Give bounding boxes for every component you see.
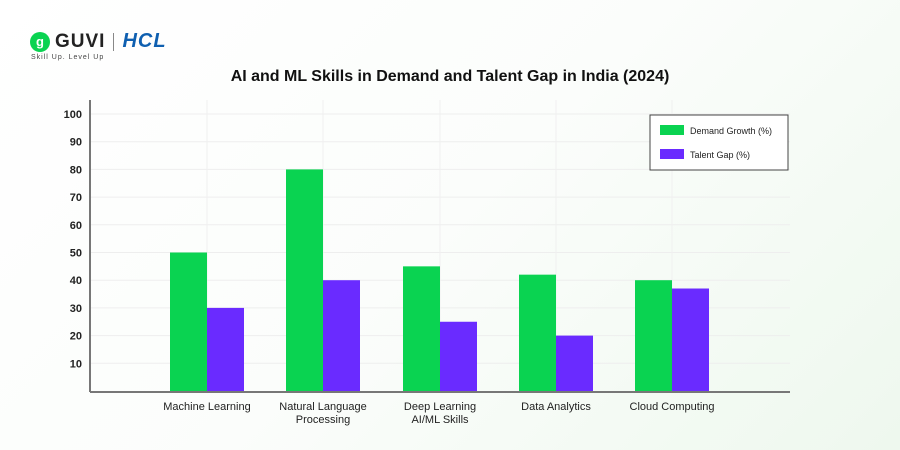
y-tick-label: 30 (70, 303, 82, 315)
y-tick-label: 60 (70, 220, 82, 232)
y-tick-label: 100 (64, 109, 82, 121)
bar-demand (519, 274, 556, 391)
chart-title: AI and ML Skills in Demand and Talent Ga… (230, 68, 670, 85)
y-tick-label: 50 (70, 248, 82, 260)
x-tick-label: Data Analytics (521, 401, 591, 413)
legend-swatch (660, 149, 684, 159)
bar-talent-gap (672, 288, 709, 391)
legend-label: Demand Growth (%) (690, 126, 772, 136)
bar-talent-gap (323, 280, 360, 391)
bar-demand (403, 266, 440, 391)
legend-label: Talent Gap (%) (690, 150, 750, 160)
bar-talent-gap (556, 335, 593, 391)
x-tick-label: Natural Language (279, 401, 366, 413)
y-tick-label: 90 (70, 137, 82, 149)
logo-divider (113, 32, 115, 51)
x-tick-label: Processing (296, 414, 350, 426)
x-tick-label: AI/ML Skills (411, 414, 469, 426)
hcl-wordmark: HCL (122, 30, 167, 52)
guvi-wordmark: GUVI (55, 30, 106, 52)
bar-demand (286, 169, 323, 391)
legend-box (649, 114, 789, 171)
bar-talent-gap (207, 307, 244, 391)
x-tick-label: Machine Learning (163, 401, 250, 413)
y-tick-label: 20 (70, 331, 82, 343)
guvi-hcl-logo: g GUVI HCL (30, 30, 167, 53)
guvi-logo-icon: g (30, 31, 50, 52)
y-tick-label: 80 (70, 164, 82, 176)
bar-demand (170, 252, 207, 391)
bar-talent-gap (440, 321, 477, 391)
x-tick-label: Deep Learning (404, 401, 476, 413)
y-tick-label: 70 (70, 192, 82, 204)
x-tick-label: Cloud Computing (630, 401, 715, 413)
tagline: Skill Up. Level Up (31, 54, 105, 61)
bar-demand (635, 280, 672, 391)
legend-swatch (660, 125, 684, 135)
y-tick-label: 40 (70, 275, 82, 287)
y-tick-label: 10 (70, 358, 82, 370)
